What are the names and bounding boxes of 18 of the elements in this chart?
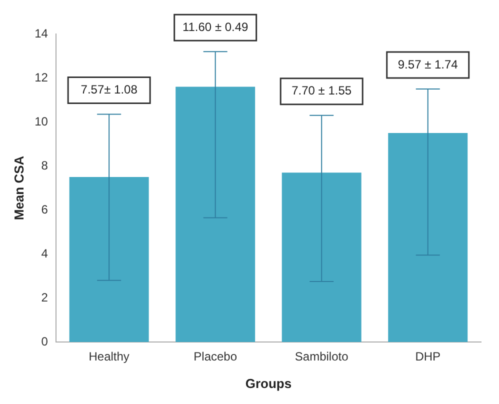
annotation: 11.60 ± 0.49 — [182, 20, 249, 34]
x-tick-label: Placebo — [194, 350, 238, 364]
y-tick-label: 2 — [41, 290, 48, 304]
annotation: 7.57± 1.08 — [80, 82, 138, 97]
annotation: 7.70 ± 1.55 — [292, 84, 352, 98]
y-tick-label: 4 — [41, 246, 48, 260]
y-tick-label: 12 — [34, 70, 48, 84]
y-tick-label: 14 — [34, 26, 48, 40]
x-tick-label: Sambiloto — [294, 350, 349, 364]
y-tick-label: 0 — [41, 334, 48, 348]
x-tick-label: DHP — [415, 350, 441, 364]
x-tick-label: Healthy — [88, 350, 130, 364]
y-axis-title: Mean CSA — [11, 155, 26, 220]
y-tick-label: 6 — [41, 202, 48, 216]
y-tick-label: 10 — [34, 114, 48, 128]
y-tick-label: 8 — [41, 158, 48, 172]
x-axis-title: Groups — [245, 376, 292, 391]
annotation: 9.57 ± 1.74 — [398, 57, 458, 72]
